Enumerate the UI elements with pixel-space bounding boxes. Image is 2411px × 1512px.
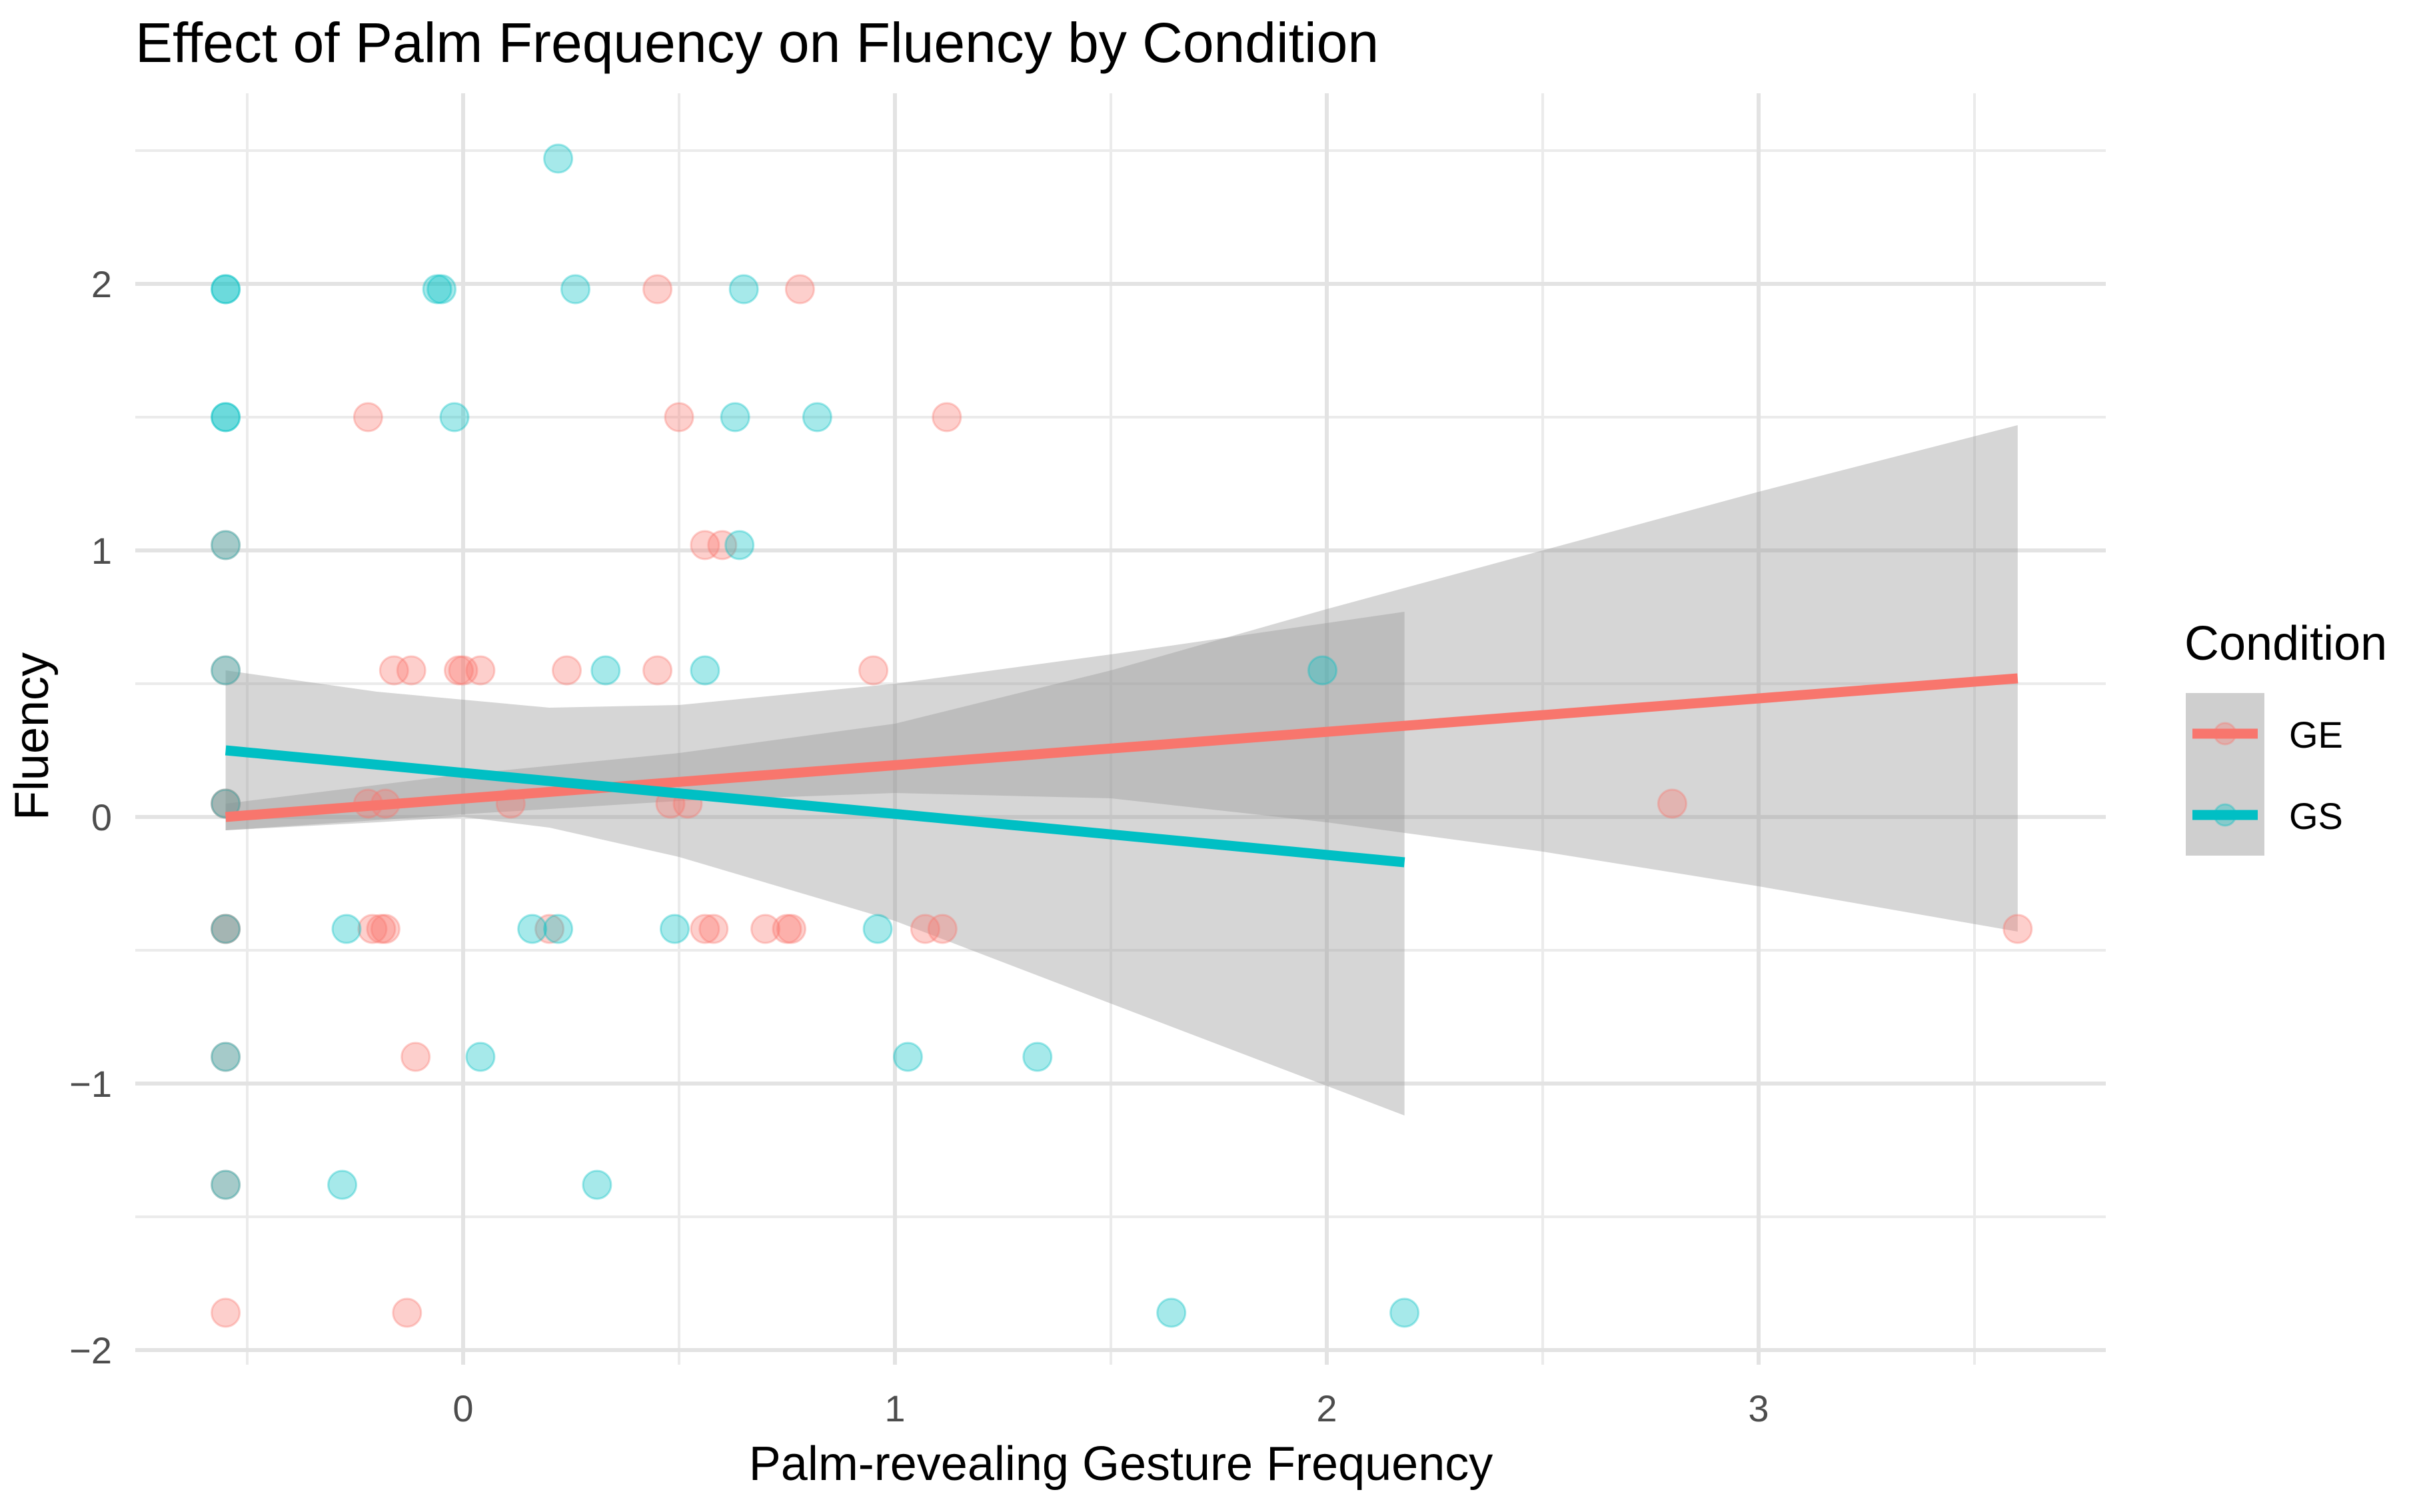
chart-title: Effect of Palm Frequency on Fluency by C… xyxy=(135,11,1379,74)
data-point-gs xyxy=(211,402,241,432)
y-axis-ticks: −2 −1 0 1 2 xyxy=(69,263,112,1371)
data-point-gs xyxy=(1156,1297,1187,1328)
data-point-ge xyxy=(2003,914,2033,944)
data-point-gs xyxy=(802,402,832,432)
data-point-gs xyxy=(582,1169,612,1200)
data-point-ge xyxy=(690,530,720,560)
data-point-ge xyxy=(698,914,729,944)
data-point-ge xyxy=(211,1297,241,1328)
data-point-ge xyxy=(211,788,241,819)
data-point-ge xyxy=(366,914,397,944)
data-point-ge xyxy=(211,530,241,560)
data-point-gs xyxy=(543,143,574,174)
data-point-ge xyxy=(211,655,241,686)
data-point-ge xyxy=(858,655,889,686)
data-point-gs xyxy=(690,655,720,686)
x-tick-label: 0 xyxy=(452,1387,473,1429)
data-point-gs xyxy=(211,530,241,560)
legend-label-gs: GS xyxy=(2289,795,2343,837)
data-point-gs xyxy=(892,1042,923,1072)
data-point-gs xyxy=(426,274,457,305)
x-axis-ticks: 0 1 2 3 xyxy=(452,1387,1769,1429)
data-point-ge xyxy=(392,1297,422,1328)
data-point-gs xyxy=(660,914,690,944)
data-point-ge xyxy=(370,914,401,944)
data-point-gs xyxy=(590,655,621,686)
data-point-ge xyxy=(1657,788,1687,819)
x-tick-label: 1 xyxy=(884,1387,905,1429)
data-point-gs xyxy=(211,655,241,686)
data-point-gs xyxy=(1022,1042,1053,1072)
data-point-gs xyxy=(465,1042,496,1072)
data-point-ge xyxy=(357,914,388,944)
x-tick-label: 3 xyxy=(1748,1387,1769,1429)
y-tick-label: −1 xyxy=(69,1063,112,1105)
data-point-gs xyxy=(331,914,362,944)
data-point-gs xyxy=(862,914,893,944)
fit-line-ge xyxy=(225,673,2018,822)
fit-lines xyxy=(225,673,2018,868)
data-point-ge xyxy=(642,655,673,686)
data-point-gs xyxy=(728,274,759,305)
data-point-ge xyxy=(534,914,565,944)
data-point-ge xyxy=(750,914,781,944)
y-axis-title: Fluency xyxy=(5,652,59,820)
data-point-gs xyxy=(327,1169,358,1200)
data-point-gs xyxy=(211,402,241,432)
data-point-ge xyxy=(664,402,694,432)
data-point-ge xyxy=(910,914,940,944)
data-point-gs xyxy=(211,1042,241,1072)
data-point-gs xyxy=(211,1169,241,1200)
scatter-points xyxy=(211,143,2033,1328)
data-point-ge xyxy=(642,274,673,305)
data-point-gs xyxy=(720,402,750,432)
data-point-gs xyxy=(543,914,574,944)
data-point-ge xyxy=(784,274,815,305)
y-tick-label: 1 xyxy=(91,530,112,572)
data-point-ge xyxy=(448,655,478,686)
data-point-gs xyxy=(211,788,241,819)
data-point-ge xyxy=(211,1169,241,1200)
data-point-gs xyxy=(211,914,241,944)
data-point-gs xyxy=(560,274,590,305)
data-point-ge xyxy=(707,530,738,560)
data-point-ge xyxy=(772,914,802,944)
data-point-ge xyxy=(211,1042,241,1072)
data-point-ge xyxy=(401,1042,431,1072)
data-point-gs xyxy=(517,914,548,944)
data-point-ge xyxy=(379,655,409,686)
data-point-ge xyxy=(211,914,241,944)
data-point-gs xyxy=(211,274,241,305)
data-point-ge xyxy=(444,655,474,686)
y-tick-label: 2 xyxy=(91,263,112,305)
legend: Condition GE GS xyxy=(2184,617,2387,856)
y-tick-label: 0 xyxy=(91,796,112,838)
data-point-ge xyxy=(353,402,383,432)
ci-ribbon-gs xyxy=(225,612,1405,1116)
ci-ribbon-ge xyxy=(225,425,2018,932)
data-point-gs xyxy=(1389,1297,1420,1328)
data-point-gs xyxy=(439,402,470,432)
x-tick-label: 2 xyxy=(1316,1387,1337,1429)
data-point-gs xyxy=(724,530,755,560)
data-point-gs xyxy=(422,274,452,305)
data-point-gs xyxy=(211,274,241,305)
data-point-ge xyxy=(690,914,720,944)
fit-line-gs xyxy=(225,745,1405,868)
y-tick-label: −2 xyxy=(69,1329,112,1371)
data-point-ge xyxy=(211,914,241,944)
data-point-gs xyxy=(1307,655,1337,686)
data-point-ge xyxy=(211,788,241,819)
data-point-ge xyxy=(552,655,582,686)
data-point-ge xyxy=(927,914,958,944)
legend-title: Condition xyxy=(2184,617,2387,670)
legend-label-ge: GE xyxy=(2289,714,2343,756)
x-axis-title: Palm-revealing Gesture Frequency xyxy=(749,1437,1493,1491)
confidence-ribbons xyxy=(225,425,2018,1116)
data-point-ge xyxy=(396,655,426,686)
data-point-ge xyxy=(932,402,962,432)
data-point-ge xyxy=(465,655,496,686)
data-point-ge xyxy=(776,914,806,944)
